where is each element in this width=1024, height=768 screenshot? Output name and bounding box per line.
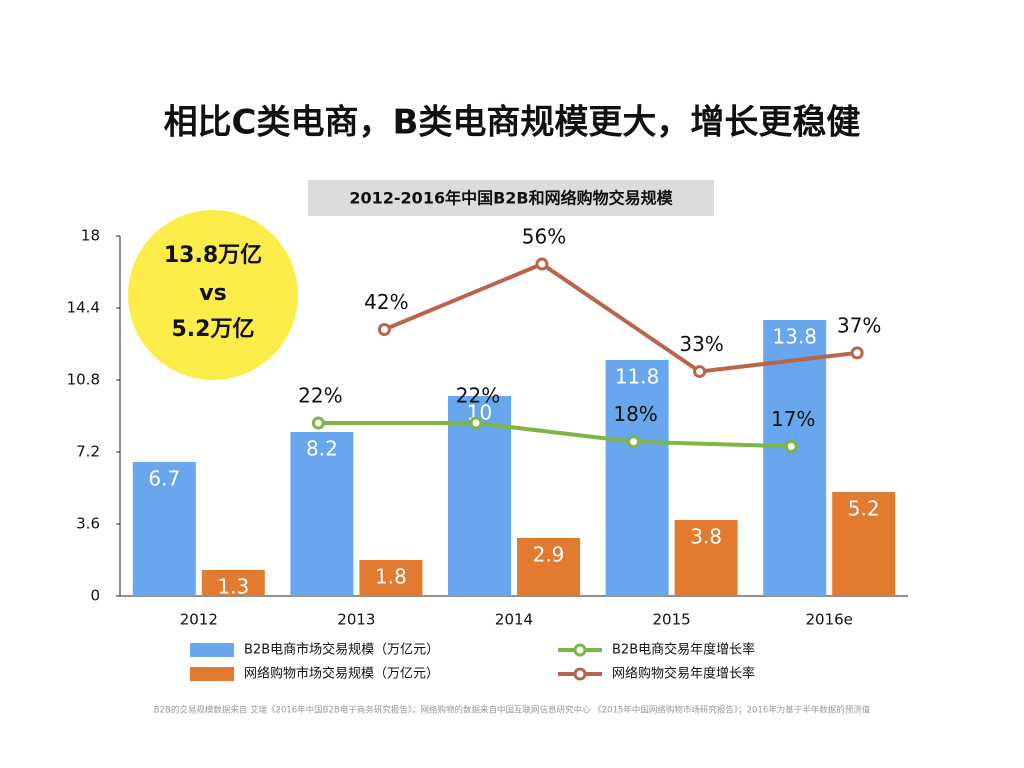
line-marker: [535, 257, 549, 271]
page-title: 相比C类电商，B类电商规模更大，增长更稳健: [164, 103, 861, 143]
bar-label: 1.3: [217, 575, 249, 599]
y-tick-label: 7.2: [76, 443, 100, 461]
line: [318, 421, 792, 449]
callout-circle: [128, 210, 298, 380]
x-tick-label: 2014: [495, 611, 533, 629]
legend-swatch: [190, 643, 234, 657]
bar-label: 13.8: [772, 325, 817, 349]
callout-text: vs: [199, 281, 226, 306]
x-tick-label: 2015: [653, 611, 691, 629]
bar-label: 2.9: [533, 543, 565, 567]
line-label: 42%: [364, 290, 408, 314]
source-note: B2B的交易规模数据来自 艾瑞《2016年中国B2B电子商务研究报告》；网络购物…: [154, 705, 871, 716]
bar: [763, 320, 827, 596]
line: [383, 261, 858, 374]
line-label: 18%: [613, 402, 657, 426]
bar: [448, 396, 511, 596]
line-label: 33%: [679, 332, 723, 356]
legend-label: 网络购物市场交易规模（万亿元）: [244, 666, 439, 682]
y-tick-label: 0: [90, 587, 100, 605]
bar: [359, 560, 423, 596]
y-tick-label: 14.4: [67, 299, 100, 317]
callout-text: 5.2万亿: [172, 317, 255, 342]
y-tick-label: 18: [81, 227, 100, 245]
bar: [517, 538, 580, 596]
bar: [132, 462, 196, 596]
chart-title-bg: [308, 180, 714, 216]
line-label: 56%: [522, 225, 566, 249]
bar: [290, 432, 354, 596]
bar-label: 3.8: [690, 525, 722, 549]
line-label: 22%: [456, 384, 500, 408]
legend-label: B2B电商交易年度增长率: [612, 642, 755, 658]
bar-label: 6.7: [148, 467, 180, 491]
line-marker: [850, 346, 864, 360]
bar: [674, 520, 738, 596]
line-label: 17%: [771, 407, 815, 431]
y-tick-label: 3.6: [76, 515, 100, 533]
bar: [201, 570, 265, 596]
bar-label: 8.2: [306, 437, 338, 461]
x-tick-label: 2012: [180, 611, 218, 629]
bar: [832, 492, 896, 596]
line-marker: [469, 416, 483, 430]
legend-swatch-marker: [573, 643, 587, 657]
legend-swatch: [190, 667, 234, 681]
line-marker: [784, 439, 798, 453]
y-tick-label: 10.8: [67, 371, 100, 389]
x-tick-label: 2016e: [805, 611, 852, 629]
bar: [605, 360, 669, 596]
chart-title: 2012-2016年中国B2B和网络购物交易规模: [349, 189, 673, 208]
bar-label: 5.2: [848, 497, 880, 521]
bar-label: 11.8: [615, 365, 660, 389]
callout-text: 13.8万亿: [164, 243, 262, 268]
line-marker: [377, 323, 391, 337]
legend-label: B2B电商市场交易规模（万亿元）: [244, 642, 439, 658]
bar-label: 1.8: [375, 565, 407, 589]
x-tick-label: 2013: [337, 611, 375, 629]
line-marker: [311, 416, 325, 430]
legend-swatch-marker: [573, 667, 587, 681]
line-marker: [693, 365, 707, 379]
line-label: 22%: [298, 384, 342, 408]
legend-label: 网络购物交易年度增长率: [612, 666, 755, 682]
line-label: 37%: [837, 313, 881, 337]
line-marker: [627, 435, 641, 449]
